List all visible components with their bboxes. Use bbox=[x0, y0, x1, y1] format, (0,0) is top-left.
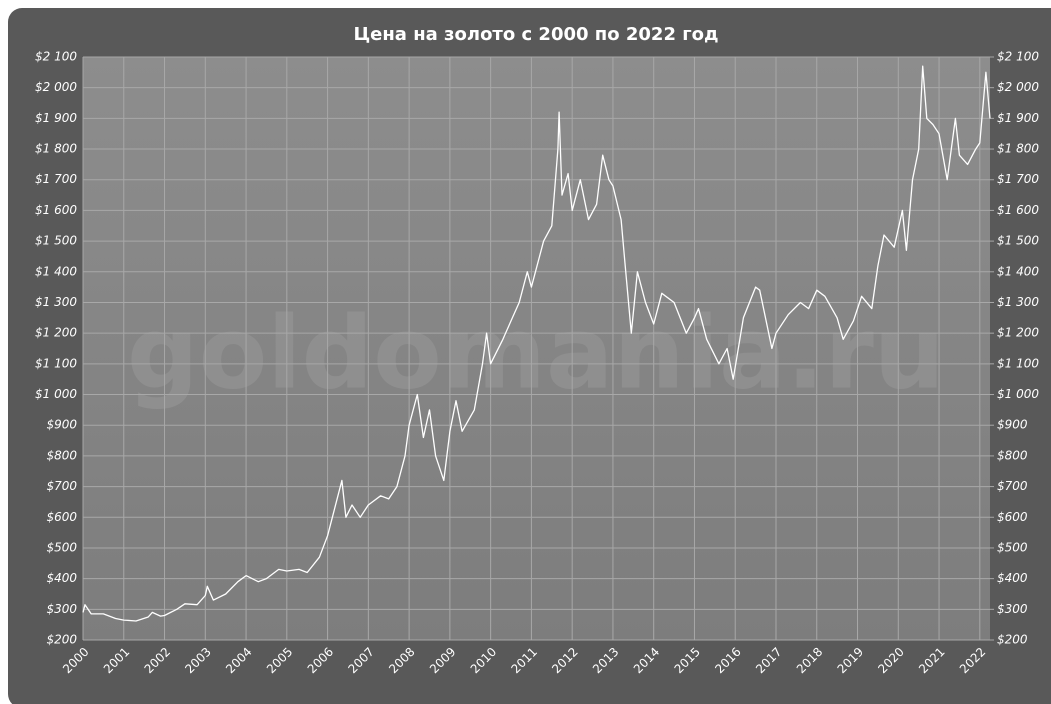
watermark: goldomania.ru bbox=[127, 294, 945, 411]
y2-tick-label: $1 500 bbox=[997, 234, 1039, 248]
y2-tick-label: $1 300 bbox=[997, 295, 1039, 309]
y2-tick-label: $1 100 bbox=[997, 356, 1039, 370]
y2-tick-label: $400 bbox=[997, 571, 1028, 585]
y2-tick-label: $2 000 bbox=[997, 80, 1039, 94]
y-tick-label: $1 300 bbox=[35, 295, 77, 309]
y-tick-label: $1 200 bbox=[35, 326, 77, 340]
y2-tick-label: $1 700 bbox=[997, 172, 1039, 186]
y-tick-label: $1 100 bbox=[35, 356, 77, 370]
plot-area bbox=[83, 57, 990, 640]
y-tick-label: $1 500 bbox=[35, 234, 77, 248]
y2-tick-label: $1 200 bbox=[997, 326, 1039, 340]
y2-tick-label: $1 900 bbox=[997, 111, 1039, 125]
price-line bbox=[82, 65, 991, 622]
y2-tick-label: $600 bbox=[997, 510, 1028, 524]
y-tick-label: $1 400 bbox=[35, 264, 77, 278]
y2-tick-label: $200 bbox=[997, 633, 1028, 647]
y-tick-label: $2 100 bbox=[35, 50, 77, 64]
y-tick-label: $2 000 bbox=[35, 80, 77, 94]
y2-tick-label: $2 100 bbox=[997, 50, 1039, 64]
y2-tick-label: $800 bbox=[997, 448, 1028, 462]
y2-tick-label: $700 bbox=[997, 479, 1028, 493]
y-tick-label: $400 bbox=[46, 571, 77, 585]
y-tick-label: $1 900 bbox=[35, 111, 77, 125]
y-tick-label: $800 bbox=[46, 448, 77, 462]
y-tick-label: $700 bbox=[46, 479, 77, 493]
chart-title: Цена на золото с 2000 по 2022 год bbox=[353, 24, 718, 45]
y-tick-label: $1 700 bbox=[35, 172, 77, 186]
y-tick-label: $300 bbox=[46, 602, 77, 616]
y-tick-label: $1 000 bbox=[35, 387, 77, 401]
y-tick-label: $900 bbox=[46, 418, 77, 432]
y2-tick-label: $500 bbox=[997, 540, 1028, 554]
y2-tick-label: $1 600 bbox=[997, 203, 1039, 217]
y2-tick-label: $1 400 bbox=[997, 264, 1039, 278]
y2-tick-label: $900 bbox=[997, 418, 1028, 432]
y2-tick-label: $300 bbox=[997, 602, 1028, 616]
y-tick-label: $1 800 bbox=[35, 142, 77, 156]
y2-tick-label: $1 800 bbox=[997, 142, 1039, 156]
y-tick-label: $600 bbox=[46, 510, 77, 524]
y-tick-label: $200 bbox=[46, 633, 77, 647]
y-tick-label: $1 600 bbox=[35, 203, 77, 217]
y-tick-label: $500 bbox=[46, 540, 77, 554]
y2-tick-label: $1 000 bbox=[997, 387, 1039, 401]
